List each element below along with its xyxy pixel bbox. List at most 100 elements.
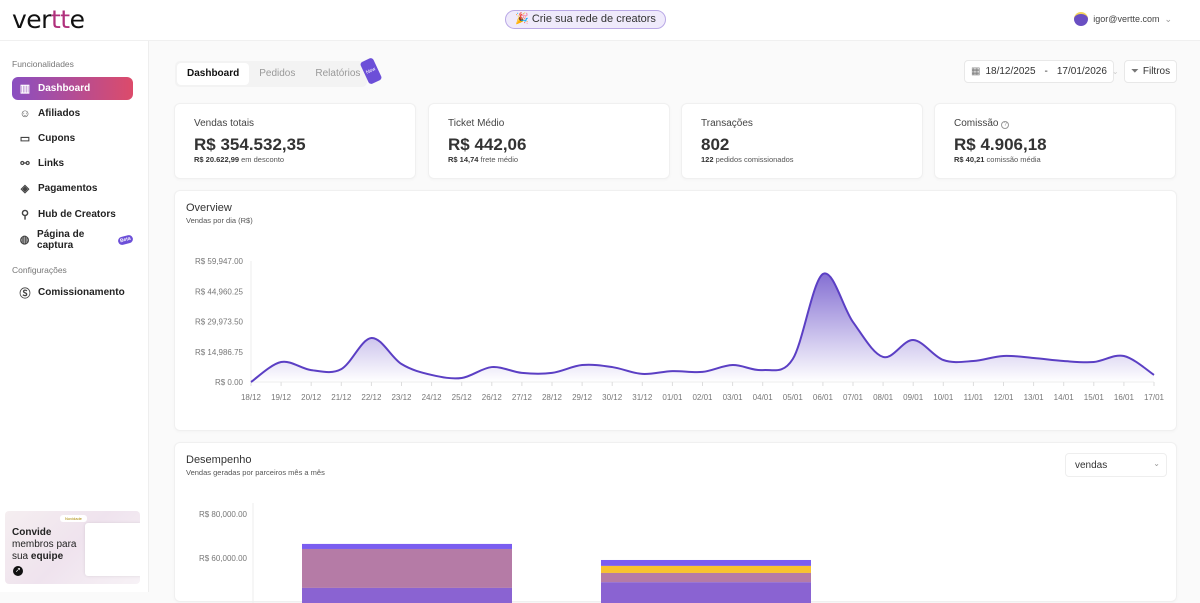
desempenho-card: Desempenho Vendas geradas por parceiros … bbox=[174, 442, 1177, 603]
beta-badge: Beta bbox=[117, 233, 134, 246]
desempenho-chart: R$ 60,000.00 R$ 80,000.00 bbox=[199, 503, 811, 603]
y-tick-label: R$ 44,960.25 bbox=[195, 287, 244, 296]
x-tick-label: 17/01 bbox=[1144, 393, 1165, 402]
bar-segment bbox=[601, 572, 811, 583]
x-tick-label: 28/12 bbox=[542, 393, 563, 402]
sidebar-item-comissionamento[interactable]: Ⓢ Comissionamento bbox=[12, 281, 133, 304]
y-tick-label: R$ 60,000.00 bbox=[199, 554, 248, 563]
sales-line bbox=[250, 272, 1155, 383]
tab-dashboard[interactable]: Dashboard bbox=[177, 63, 250, 85]
chevron-down-icon: ⌄ bbox=[1164, 13, 1172, 24]
x-tick-label: 14/01 bbox=[1054, 393, 1075, 402]
create-network-banner[interactable]: 🎉 Crie sua rede de creators bbox=[505, 10, 666, 29]
x-tick-label: 26/12 bbox=[482, 393, 503, 402]
section-label: Configurações bbox=[12, 265, 67, 275]
bar-segment bbox=[302, 548, 512, 588]
x-tick-label: 04/01 bbox=[753, 393, 774, 402]
x-tick-label: 21/12 bbox=[331, 393, 352, 402]
chart-title: Desempenho bbox=[186, 454, 252, 466]
tab-bar: Dashboard Pedidos Relatórios New bbox=[175, 57, 383, 87]
y-tick-label: R$ 80,000.00 bbox=[199, 510, 248, 519]
x-tick-label: 03/01 bbox=[723, 393, 744, 402]
sidebar: Funcionalidades ▥ Dashboard ☺ Afiliados ▭ C… bbox=[0, 41, 149, 592]
user-menu[interactable]: igor@vertte.com ⌄ bbox=[1074, 12, 1172, 26]
x-tick-label: 02/01 bbox=[692, 393, 713, 402]
settings-preview-image bbox=[85, 523, 140, 576]
sidebar-item-cupons[interactable]: ▭ Cupons bbox=[12, 127, 133, 150]
x-tick-label: 19/12 bbox=[271, 393, 292, 402]
metric-select[interactable]: vendas ⌄ bbox=[1065, 453, 1167, 477]
chevron-down-icon: ⌄ bbox=[1111, 67, 1119, 76]
x-tick-label: 27/12 bbox=[512, 393, 533, 402]
chart-subtitle: Vendas geradas por parceiros mês a mês bbox=[186, 468, 325, 477]
x-tick-label: 31/12 bbox=[632, 393, 653, 402]
y-tick-label: R$ 29,973.50 bbox=[195, 318, 244, 327]
sidebar-item-afiliados[interactable]: ☺ Afiliados bbox=[12, 102, 133, 125]
invite-text: Convide membros para sua equipe bbox=[12, 527, 77, 562]
x-tick-label: 13/01 bbox=[1024, 393, 1045, 402]
user-email: igor@vertte.com bbox=[1093, 14, 1160, 24]
sidebar-item-label: Afiliados bbox=[38, 108, 81, 119]
x-tick-label: 01/01 bbox=[662, 393, 683, 402]
help-icon[interactable]: ? bbox=[1001, 121, 1010, 129]
x-tick-label: 20/12 bbox=[301, 393, 322, 402]
calendar-icon: ▦ bbox=[971, 66, 981, 77]
date-range-picker[interactable]: ▦ 18/12/2025 - 17/01/2026 ⌄ bbox=[964, 60, 1119, 83]
vertte-logo[interactable]: vertte bbox=[12, 5, 85, 34]
avatar bbox=[1074, 12, 1089, 26]
x-tick-label: 12/01 bbox=[993, 393, 1014, 402]
sidebar-item-pagamentos[interactable]: ◈ Pagamentos bbox=[12, 177, 133, 200]
ticket-icon: ▭ bbox=[19, 133, 31, 145]
kpi-card-ticket: Ticket Médio R$ 442,06 R$ 14,74 frete médi… bbox=[428, 103, 670, 179]
sidebar-item-label: Pagamentos bbox=[38, 183, 98, 194]
tab-pedidos[interactable]: Pedidos bbox=[259, 68, 296, 79]
x-tick-label: 24/12 bbox=[422, 393, 443, 402]
sidebar-item-label: Hub de Creators bbox=[38, 209, 116, 220]
filters-button[interactable]: ⏷ Filtros bbox=[1124, 60, 1177, 83]
chevron-down-icon: ⌄ bbox=[1153, 459, 1160, 468]
area-fill bbox=[251, 273, 1154, 382]
x-tick-label: 30/12 bbox=[602, 393, 623, 402]
sidebar-item-links[interactable]: ⚯ Links bbox=[12, 152, 133, 175]
sidebar-item-label: Página de captura bbox=[37, 228, 85, 251]
sidebar-item-label: Comissionamento bbox=[38, 287, 125, 298]
new-badge: New bbox=[359, 57, 383, 85]
date-separator: - bbox=[1044, 66, 1048, 77]
top-header: vertte 🎉 Crie sua rede de creators igor@… bbox=[0, 0, 1200, 41]
dollar-circle-icon: Ⓢ bbox=[19, 287, 31, 300]
x-tick-label: 08/01 bbox=[873, 393, 894, 402]
y-tick-label: R$ 0.00 bbox=[215, 378, 244, 387]
date-start: 18/12/2025 bbox=[985, 66, 1036, 77]
x-tick-label: 16/01 bbox=[1114, 393, 1135, 402]
x-tick-label: 18/12 bbox=[241, 393, 262, 402]
kpi-card-comissao: Comissão ? R$ 4.906,18 R$ 40,21 comissão m… bbox=[934, 103, 1176, 179]
x-tick-label: 23/12 bbox=[391, 393, 412, 402]
kpi-card-transacoes: Transações 802 122 pedidos comissionados bbox=[681, 103, 923, 179]
chart-title: Overview bbox=[186, 202, 232, 214]
sidebar-item-pagina-captura[interactable]: ◍ Página de captura Beta bbox=[12, 228, 134, 251]
arrow-up-right-icon[interactable]: ➚ bbox=[13, 566, 23, 576]
bar-segment bbox=[601, 559, 811, 566]
invite-team-card[interactable]: Novidade Convide membros para sua equipe ➚ bbox=[5, 511, 140, 584]
bar-segment bbox=[302, 587, 512, 603]
bar-segment bbox=[601, 582, 811, 603]
sidebar-item-dashboard[interactable]: ▥ Dashboard bbox=[12, 77, 133, 100]
smile-icon: ☺ bbox=[19, 107, 31, 120]
section-label: Funcionalidades bbox=[12, 59, 74, 69]
overview-card: Overview Vendas por dia (R$) R$ 0.00 R$ 1… bbox=[174, 190, 1177, 431]
x-tick-label: 09/01 bbox=[903, 393, 924, 402]
search-heart-icon: ⚲ bbox=[20, 209, 30, 221]
novidade-tag: Novidade bbox=[60, 515, 87, 522]
chart-clipboard-icon: ▥ bbox=[19, 83, 31, 95]
x-tick-label: 06/01 bbox=[813, 393, 834, 402]
x-tick-label: 22/12 bbox=[361, 393, 382, 402]
overview-chart: R$ 0.00 R$ 14,986.75 R$ 29,973.50 R$ 44,960… bbox=[195, 257, 1165, 402]
x-tick-label: 29/12 bbox=[572, 393, 593, 402]
sidebar-item-label: Dashboard bbox=[38, 83, 91, 94]
tab-relatorios[interactable]: Relatórios New bbox=[305, 57, 383, 85]
date-end: 17/01/2026 bbox=[1056, 66, 1107, 77]
link-icon: ⚯ bbox=[20, 158, 30, 170]
x-tick-label: 07/01 bbox=[843, 393, 864, 402]
sidebar-item-hub-creators[interactable]: ⚲ Hub de Creators bbox=[12, 203, 133, 226]
sidebar-item-label: Cupons bbox=[38, 133, 76, 144]
